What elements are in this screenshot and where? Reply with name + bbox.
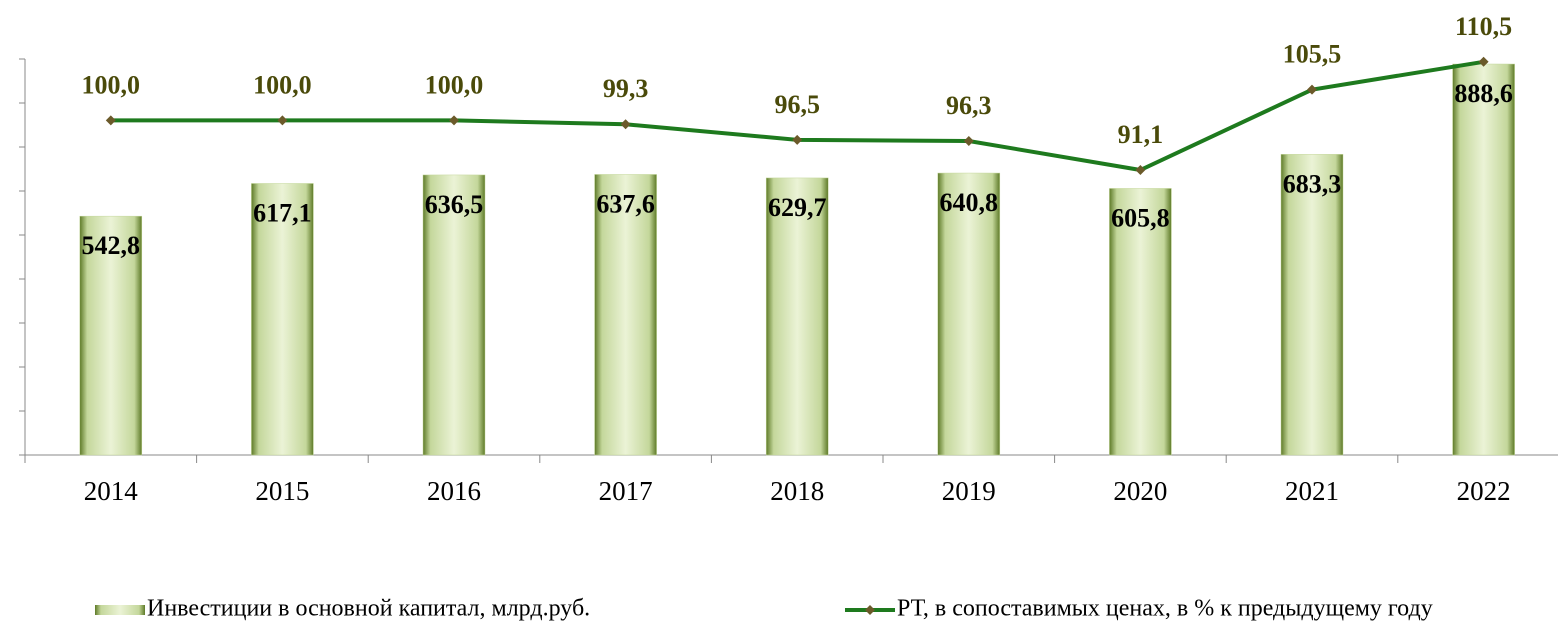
line-value-label: 110,5 — [1455, 12, 1512, 41]
x-tick-label: 2016 — [427, 476, 481, 506]
x-tick-label: 2020 — [1113, 476, 1167, 506]
bar-value-label: 640,8 — [940, 188, 999, 217]
bar-value-label: 629,7 — [768, 193, 827, 222]
x-tick-label: 2014 — [84, 476, 139, 506]
line-value-label: 91,1 — [1118, 120, 1164, 149]
bar-value-label: 636,5 — [425, 190, 484, 219]
bar-value-label: 542,8 — [82, 231, 141, 260]
bar — [765, 177, 829, 456]
line-value-label: 100,0 — [253, 70, 312, 99]
x-tick-label: 2017 — [599, 476, 653, 506]
x-tick-label: 2018 — [770, 476, 824, 506]
marker — [449, 115, 459, 126]
legend-label: РТ, в сопоставимых ценах, в % к предыдущ… — [897, 596, 1433, 622]
bar — [937, 172, 1001, 456]
bar-value-label: 888,6 — [1454, 79, 1513, 108]
bar — [1109, 188, 1172, 456]
line-value-label: 99,3 — [603, 74, 649, 103]
line-value-label: 96,5 — [774, 90, 820, 119]
line-value-label: 100,0 — [425, 70, 484, 99]
line-value-label: 105,5 — [1283, 40, 1342, 69]
legend-swatch — [95, 605, 145, 615]
x-tick-label: 2015 — [255, 476, 309, 506]
x-tick-label: 2019 — [942, 476, 996, 506]
bar — [1280, 154, 1344, 456]
marker — [105, 115, 116, 126]
bar-value-label: 605,8 — [1111, 203, 1170, 232]
bar — [594, 174, 657, 456]
bar — [79, 215, 143, 456]
x-tick-label: 2022 — [1457, 476, 1511, 506]
marker — [792, 134, 803, 145]
marker — [1307, 84, 1317, 95]
bar-value-label: 637,6 — [596, 189, 655, 218]
marker — [1478, 56, 1489, 67]
bar-value-label: 617,1 — [253, 198, 312, 227]
line-value-label: 96,3 — [946, 91, 992, 120]
legend-label: Инвестиции в основной капитал, млрд.руб. — [147, 596, 590, 622]
marker — [963, 135, 974, 146]
x-tick-label: 2021 — [1285, 476, 1339, 506]
line-value-label: 100,0 — [82, 70, 141, 99]
marker — [620, 119, 631, 130]
bar — [1452, 63, 1515, 456]
bar — [251, 183, 314, 456]
marker — [1135, 164, 1146, 175]
bar — [422, 174, 486, 456]
legend-marker — [865, 605, 875, 615]
marker — [277, 115, 288, 126]
bar-value-label: 683,3 — [1283, 169, 1342, 198]
